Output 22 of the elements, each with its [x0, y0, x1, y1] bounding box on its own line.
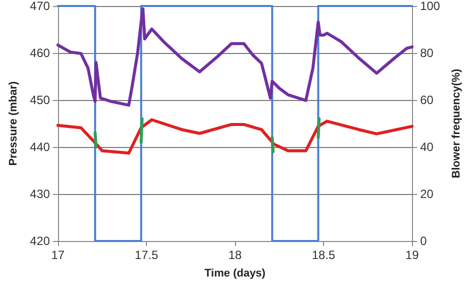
y2-tick-label: 80: [420, 46, 434, 60]
y-tick-label: 440: [30, 140, 50, 154]
y2-tick-label: 0: [420, 234, 428, 248]
y2-tick-label: 20: [420, 187, 434, 201]
x-axis-title: Time (days): [204, 268, 266, 280]
y-tick-label: 450: [30, 93, 50, 107]
line-series: [56, 118, 414, 155]
y-tick-label: 460: [30, 46, 50, 60]
x-tick-label: 18: [228, 248, 242, 262]
line-series: [56, 7, 414, 107]
y-axis-title: Pressure (mbar): [8, 80, 20, 166]
y2-axis-title: Blower frequency(%): [450, 68, 462, 178]
y-tick-label: 470: [30, 0, 50, 13]
x-tick-label: 18.5: [312, 248, 336, 262]
x-tick-label: 17.5: [134, 248, 158, 262]
y-tick-label: 420: [30, 234, 50, 248]
x-tick-label: 17: [51, 248, 65, 262]
y2-tick-label: 100: [420, 0, 440, 13]
y-tick-label: 430: [30, 187, 50, 201]
y2-tick-label: 40: [420, 140, 434, 154]
x-tick-label: 19: [405, 248, 420, 262]
y2-tick-label: 60: [420, 93, 434, 107]
